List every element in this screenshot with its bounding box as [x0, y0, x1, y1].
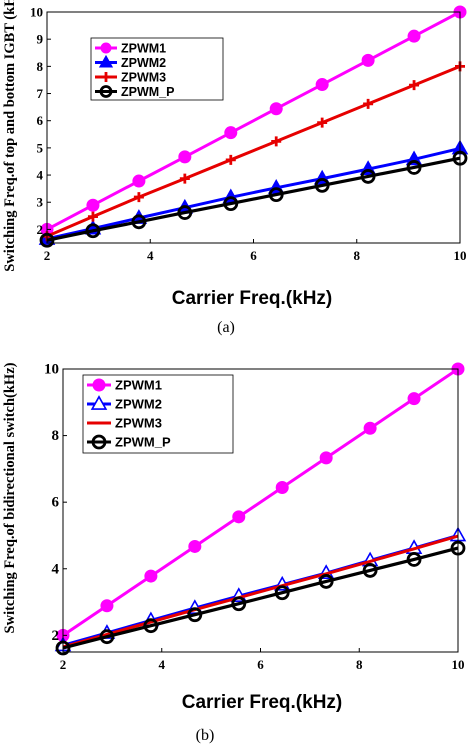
- chart-b-series-3-point-1: [99, 629, 115, 645]
- chart-a-series-3-line: [46, 156, 461, 242]
- chart-a-series-3-point-7: [360, 169, 376, 184]
- chart-a-legend-marker-3: [99, 85, 113, 98]
- chart-a-series-2-point-7: [363, 98, 374, 109]
- chart-a-series-2-point-2: [133, 192, 144, 203]
- chart-a-ytick-label-5: 7: [37, 86, 44, 101]
- chart-b-xtick-label-4: 10: [452, 657, 465, 672]
- chart-b-series-0-point-7: [363, 421, 377, 435]
- chart-a-series-0-line: [46, 10, 461, 231]
- chart-b-series-2-line: [62, 534, 459, 649]
- chart-a-series-2-line: [46, 65, 461, 238]
- chart-a-series-0-point-5: [269, 102, 283, 116]
- chart-a-series-3-point-3: [177, 205, 193, 220]
- chart-b-legend-label-3: ZPWM_P: [115, 435, 171, 450]
- chart-a-ytick-label-2: 4: [37, 168, 44, 183]
- chart-a-legend-label-0: ZPWM1: [121, 42, 166, 56]
- chart-b-series-0-point-6: [319, 451, 333, 465]
- chart-a-legend-label-1: ZPWM2: [121, 56, 166, 70]
- chart-a-series-0-point-6: [315, 78, 329, 92]
- chart-a-legend-label-2: ZPWM3: [121, 71, 166, 85]
- chart-b-ytick-label-0: 2: [52, 628, 60, 644]
- chart-a-ytick-label-3: 5: [37, 140, 44, 155]
- chart-a-ytick-label-1: 3: [37, 195, 44, 210]
- chart-a-series-1-line: [46, 146, 461, 241]
- chart-a-series-0-point-2: [132, 174, 146, 188]
- chart-b-legend-label-0: ZPWM1: [115, 378, 162, 393]
- chart-b-xlabel: Carrier Freq.(kHz): [182, 692, 343, 713]
- chart-a-series-2-point-3: [179, 173, 190, 184]
- chart-b-series-0-line: [62, 367, 459, 637]
- chart-a-series-2-point-6: [317, 117, 328, 128]
- chart-b-ylabel: Switching Freq.of bidirectional switch(k…: [2, 362, 18, 633]
- chart-a-ytick-label-7: 9: [37, 32, 44, 47]
- chart-a-legend-label-3: ZPWM_P: [121, 85, 174, 99]
- chart-a: Switching Freq.of top and bottom IGBT (k…: [2, 0, 469, 336]
- chart-a-series-2-point-4: [225, 154, 236, 165]
- chart-b-caption: (b): [196, 727, 215, 744]
- chart-b-series-0-point-2: [144, 569, 158, 583]
- chart-b-series-3-line: [62, 546, 459, 650]
- chart-b-legend-marker-0: [92, 378, 106, 392]
- chart-b-legend: ZPWM1 ZPWM2 ZPWM3 ZPWM_P: [82, 374, 234, 454]
- chart-b-series-3-point-2: [143, 618, 159, 634]
- chart-a-xtick-label-3: 8: [354, 248, 361, 263]
- chart-a-caption: (a): [217, 319, 235, 336]
- chart-a-xtick-label-4: 10: [454, 248, 467, 263]
- chart-a-ytick-label-4: 6: [37, 113, 44, 128]
- chart-a-xtick-label-2: 6: [250, 248, 257, 263]
- chart-a-series-0-point-8: [407, 29, 421, 43]
- chart-b-series-0-point-1: [100, 599, 114, 613]
- chart-b-legend-box: [82, 374, 234, 454]
- chart-a-series-3-point-8: [406, 160, 422, 175]
- chart-b-series-0-point-4: [232, 510, 246, 524]
- chart-b-series-3-point-6: [318, 574, 334, 589]
- chart-a-series-3-point-1: [85, 223, 101, 239]
- chart-b-series-3-point-5: [274, 585, 290, 601]
- chart-a-ytick-label-6: 8: [37, 59, 44, 74]
- chart-b-series-0-point-8: [407, 392, 421, 406]
- chart-b-xtick-label-3: 8: [356, 657, 363, 672]
- chart-b-xtick-label-0: 2: [60, 657, 67, 672]
- chart-a-ytick-label-8: 10: [30, 5, 43, 20]
- chart-b-ytick-label-2: 6: [52, 495, 60, 511]
- chart-a-series-0-point-3: [178, 150, 192, 164]
- chart-a-ytick-label-0: 2: [37, 222, 44, 237]
- chart-b-ytick-label-3: 8: [52, 428, 60, 444]
- chart-b-series-3-point-8: [406, 552, 422, 567]
- chart-a-series-3-point-5: [268, 187, 284, 203]
- chart-b-ytick-label-1: 4: [52, 561, 60, 577]
- chart-a-series-2-point-8: [409, 80, 420, 91]
- chart-b-series-3-point-3: [187, 607, 203, 623]
- chart-b-series-0-point-3: [188, 539, 202, 553]
- chart-a-series-0-point-7: [361, 53, 375, 67]
- chart-a-series-3-point-4: [223, 196, 239, 211]
- chart-a-xlabel: Carrier Freq.(kHz): [172, 288, 333, 309]
- chart-a-series-0-point-4: [224, 126, 238, 140]
- chart-a-legend-marker-0: [100, 42, 112, 54]
- chart-b-legend-marker-1: [90, 395, 108, 410]
- chart-b-xtick-label-2: 6: [257, 657, 264, 672]
- chart-a-series-2-point-5: [271, 136, 282, 147]
- chart-b-series-3-point-4: [231, 596, 247, 612]
- chart-a-legend-marker-2: [101, 72, 111, 82]
- chart-b-legend-label-2: ZPWM3: [115, 416, 162, 431]
- chart-a-xtick-label-1: 4: [147, 248, 154, 263]
- chart-a-series-3-point-2: [131, 214, 147, 230]
- chart-b-series-0-point-5: [275, 481, 289, 495]
- chart-b-legend-label-1: ZPWM2: [115, 397, 162, 412]
- chart-b: Switching Freq.of bidirectional switch(k…: [2, 362, 467, 744]
- chart-b-series-3-point-7: [362, 563, 378, 578]
- chart-a-ylabel: Switching Freq.of top and bottom IGBT (k…: [2, 0, 18, 272]
- chart-b-ytick-label-4: 10: [44, 362, 59, 378]
- chart-a-series-0-point-1: [86, 198, 100, 212]
- chart-a-xtick-label-0: 2: [44, 248, 51, 263]
- chart-a-legend-marker-1: [98, 54, 114, 68]
- chart-a-series-2-point-1: [87, 211, 98, 222]
- chart-b-xtick-label-1: 4: [159, 657, 166, 672]
- chart-b-legend-marker-3: [91, 434, 107, 450]
- chart-a-series-3-point-6: [314, 177, 330, 193]
